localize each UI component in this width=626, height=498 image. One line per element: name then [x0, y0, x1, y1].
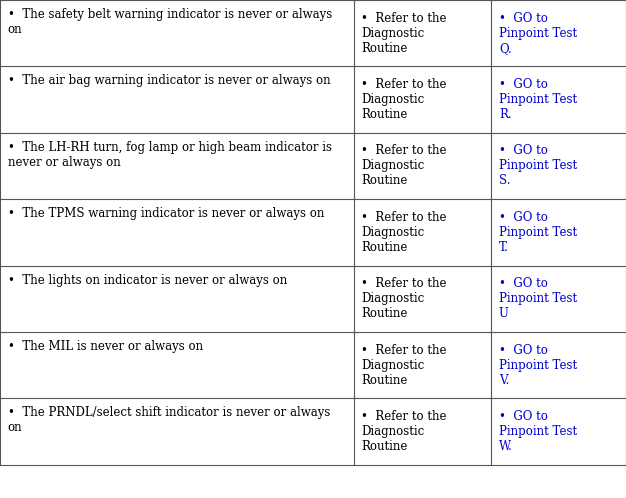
- Text: •  Refer to the
Diagnostic
Routine: • Refer to the Diagnostic Routine: [361, 11, 447, 55]
- Text: •  GO to
Pinpoint Test
T.: • GO to Pinpoint Test T.: [499, 211, 577, 254]
- Text: •  The safety belt warning indicator is never or always
on: • The safety belt warning indicator is n…: [8, 8, 332, 36]
- Text: •  GO to
Pinpoint Test
U: • GO to Pinpoint Test U: [499, 277, 577, 320]
- Text: •  The MIL is never or always on: • The MIL is never or always on: [8, 340, 203, 353]
- Text: •  The TPMS warning indicator is never or always on: • The TPMS warning indicator is never or…: [8, 207, 324, 220]
- Text: •  GO to
Pinpoint Test
S.: • GO to Pinpoint Test S.: [499, 144, 577, 187]
- Text: •  The lights on indicator is never or always on: • The lights on indicator is never or al…: [8, 273, 287, 286]
- Text: •  Refer to the
Diagnostic
Routine: • Refer to the Diagnostic Routine: [361, 78, 447, 121]
- Text: •  Refer to the
Diagnostic
Routine: • Refer to the Diagnostic Routine: [361, 277, 447, 320]
- Text: •  Refer to the
Diagnostic
Routine: • Refer to the Diagnostic Routine: [361, 211, 447, 254]
- Text: •  The air bag warning indicator is never or always on: • The air bag warning indicator is never…: [8, 74, 330, 87]
- Text: •  Refer to the
Diagnostic
Routine: • Refer to the Diagnostic Routine: [361, 144, 447, 187]
- Text: •  GO to
Pinpoint Test
W.: • GO to Pinpoint Test W.: [499, 410, 577, 453]
- Text: •  The LH-RH turn, fog lamp or high beam indicator is
never or always on: • The LH-RH turn, fog lamp or high beam …: [8, 141, 332, 169]
- Text: •  GO to
Pinpoint Test
R.: • GO to Pinpoint Test R.: [499, 78, 577, 121]
- Text: •  GO to
Pinpoint Test
Q.: • GO to Pinpoint Test Q.: [499, 11, 577, 55]
- Text: •  Refer to the
Diagnostic
Routine: • Refer to the Diagnostic Routine: [361, 344, 447, 386]
- Text: •  GO to
Pinpoint Test
V.: • GO to Pinpoint Test V.: [499, 344, 577, 386]
- Text: •  The PRNDL/select shift indicator is never or always
on: • The PRNDL/select shift indicator is ne…: [8, 406, 330, 434]
- Text: •  Refer to the
Diagnostic
Routine: • Refer to the Diagnostic Routine: [361, 410, 447, 453]
